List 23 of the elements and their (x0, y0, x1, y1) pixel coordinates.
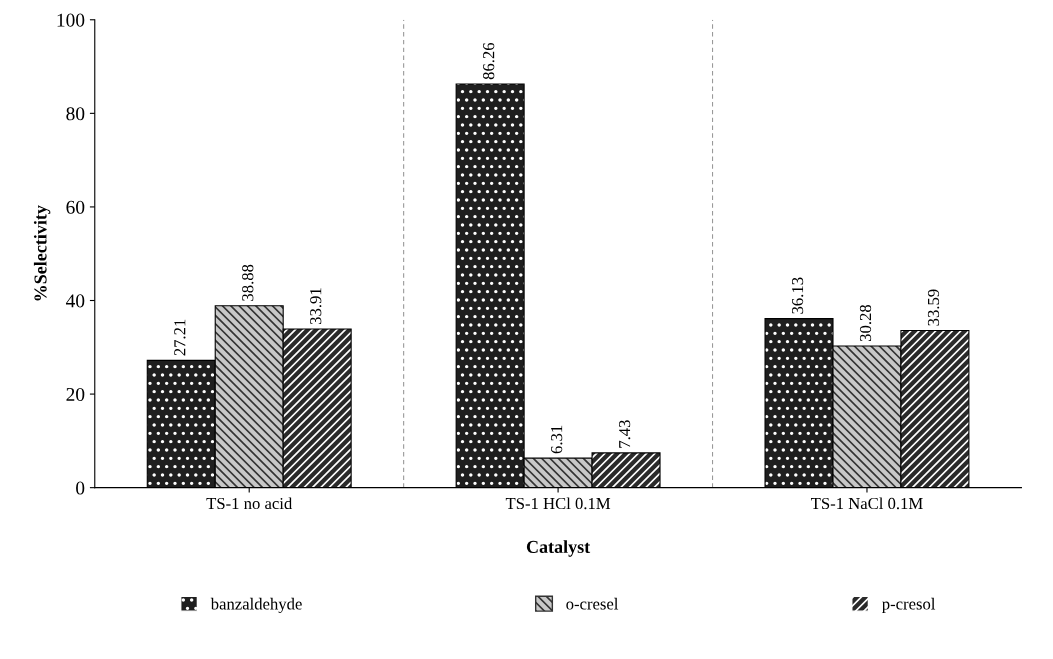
x-axis-title: Catalyst (526, 540, 591, 557)
x-tick-label: TS-1 NaCl 0.1M (811, 497, 923, 510)
data-label: 86.26 (483, 42, 495, 80)
y-tick-label: 80 (66, 107, 85, 121)
y-tick-label: 0 (76, 481, 85, 495)
y-tick-label: 60 (66, 200, 85, 214)
data-label: 27.21 (174, 319, 186, 356)
x-tick-label: TS-1 no acid (206, 497, 293, 510)
data-label: 36.13 (791, 277, 804, 314)
y-tick-label: 100 (57, 13, 85, 27)
data-label: 6.31 (551, 425, 563, 454)
legend-label: banzaldehyde (210, 597, 302, 613)
x-tick-label: TS-1 HCl 0.1M (505, 497, 611, 510)
data-label: 33.91 (310, 288, 322, 325)
legend-label: p-cresol (882, 597, 936, 613)
y-tick-label: 20 (66, 387, 85, 402)
data-label: 30.28 (859, 304, 872, 342)
data-label: 38.88 (242, 264, 254, 301)
data-label: 7.43 (619, 420, 631, 448)
legend-label: o-cresel (566, 597, 619, 610)
y-axis-title: %Selectivity (33, 205, 51, 301)
data-label: 33.59 (927, 289, 940, 326)
y-tick-label: 40 (65, 294, 85, 308)
